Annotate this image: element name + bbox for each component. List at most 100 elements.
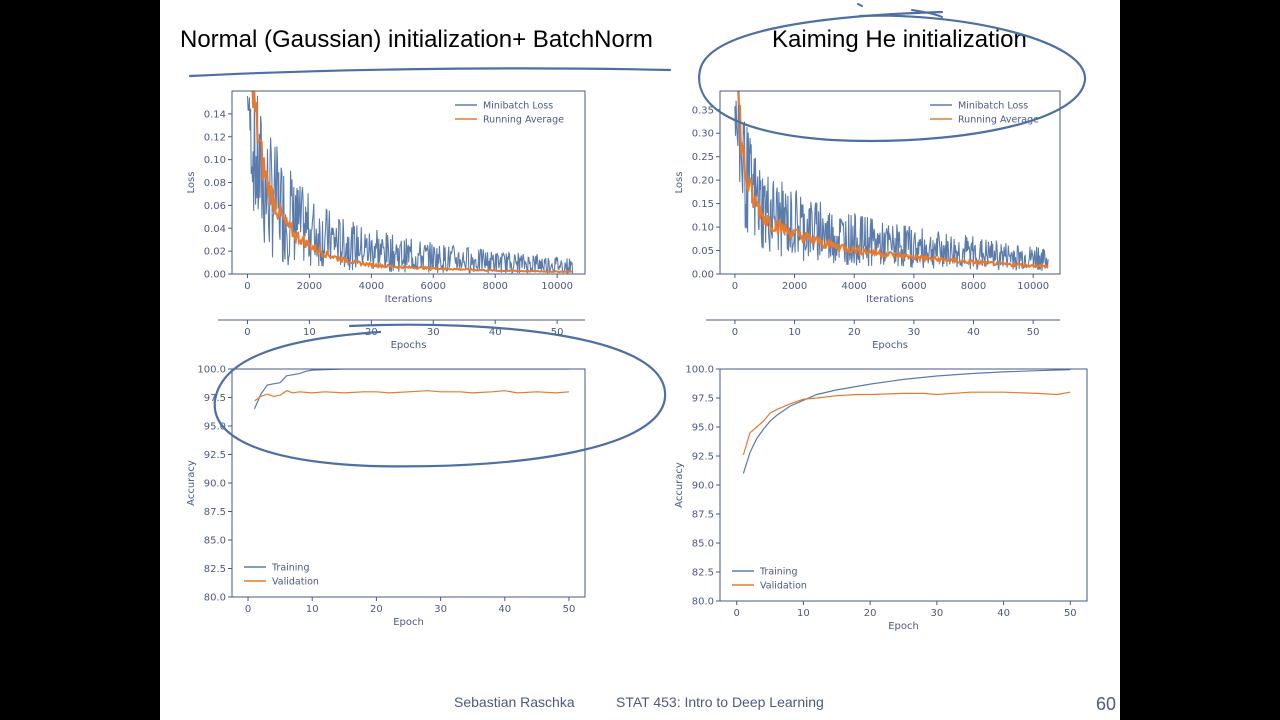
epoch-tick-label: 50 bbox=[1027, 327, 1040, 338]
series-running-average bbox=[251, 91, 574, 274]
y-tick-label: 97.5 bbox=[692, 394, 714, 405]
slide: Normal (Gaussian) initialization+ BatchN… bbox=[160, 0, 1120, 720]
chart-left-loss: 0 2000 4000 6000 8000 10000 0.00 0.02 0.04 0.06 0.… bbox=[186, 90, 586, 351]
charts-layer: 0 2000 4000 6000 8000 100000.000.020.040.060.… bbox=[186, 90, 1088, 632]
x-tick-label: 4000 bbox=[841, 281, 866, 292]
y-tick-label: 0.15 bbox=[692, 199, 714, 210]
legend-label: Training bbox=[759, 567, 798, 578]
y-tick-label: 92.5 bbox=[692, 452, 714, 463]
footer-course: STAT 453: Intro to Deep Learning bbox=[616, 694, 824, 710]
x-tick-label: 10000 bbox=[1017, 281, 1049, 292]
y-tick-label: 80.0 bbox=[204, 593, 226, 604]
epoch-tick-label: 30 bbox=[907, 327, 920, 338]
epoch-tick-label: 20 bbox=[848, 327, 861, 338]
pen-annotations bbox=[188, 3, 1087, 468]
x-axis-label: Epoch bbox=[888, 621, 919, 632]
chart-right-loss: 0 2000 4000 6000 8000 10000 0.00 0.05 0.10 0.15 0.… bbox=[674, 90, 1061, 351]
annotation-stroke-top bbox=[857, 3, 943, 18]
x-axis-label: Epoch bbox=[393, 617, 424, 628]
epoch-tick-label: 30 bbox=[427, 327, 440, 338]
y-tick-label: 90.0 bbox=[204, 479, 226, 490]
legend-label: Validation bbox=[760, 581, 807, 592]
legend-label: Training bbox=[271, 563, 310, 574]
y-axis-label: Accuracy bbox=[674, 462, 685, 508]
y-axis-label: Loss bbox=[186, 172, 197, 194]
y-tick-label: 92.5 bbox=[204, 450, 226, 461]
y-tick-label: 0.14 bbox=[204, 109, 226, 120]
x-tick-label: 0 bbox=[732, 281, 738, 292]
page-number: 60 bbox=[1096, 694, 1117, 714]
legend-label: Validation bbox=[272, 577, 319, 588]
x-tick-label: 50 bbox=[1064, 608, 1077, 619]
y-tick-label: 0.20 bbox=[692, 176, 714, 187]
y-axis-label: Accuracy bbox=[186, 460, 197, 506]
y-tick-label: 100.0 bbox=[685, 365, 714, 376]
x-tick-label: 2000 bbox=[782, 281, 807, 292]
y-tick-label: 80.0 bbox=[692, 597, 714, 608]
y-tick-label: 0.12 bbox=[204, 132, 226, 143]
series-validation bbox=[254, 390, 570, 402]
x-tick-label: 8000 bbox=[482, 281, 507, 292]
y-tick-label: 0.06 bbox=[204, 201, 226, 212]
x-tick-label: 20 bbox=[370, 604, 383, 615]
y-tick-label: 82.5 bbox=[692, 568, 714, 579]
annotation-underline bbox=[188, 67, 672, 78]
plot-area bbox=[246, 91, 574, 274]
x-tick-label: 30 bbox=[434, 604, 447, 615]
x-tick-label: 0 bbox=[733, 608, 739, 619]
plot-frame bbox=[719, 90, 1061, 275]
y-tick-label: 82.5 bbox=[204, 564, 226, 575]
y-tick-label: 0.04 bbox=[204, 224, 226, 235]
right-title: Kaiming He initialization bbox=[772, 26, 1027, 53]
series-minibatch-loss bbox=[734, 91, 1049, 271]
plot-area bbox=[742, 369, 1071, 474]
series-running-average bbox=[737, 91, 1049, 270]
x-tick-label: 20 bbox=[864, 608, 877, 619]
y-tick-label: 85.0 bbox=[692, 539, 714, 550]
epoch-tick-label: 40 bbox=[967, 327, 980, 338]
annotation-ellipse-left-accuracy bbox=[213, 323, 667, 468]
y-tick-label: 0.00 bbox=[692, 270, 714, 281]
x-tick-label: 6000 bbox=[901, 281, 926, 292]
chart-right-acc: 0 10 20 30 40 50 80.0 82.5 85.0 87.5 90.0 92.5 95.0 9… bbox=[674, 365, 1088, 632]
epoch-axis-label: Epochs bbox=[872, 340, 908, 351]
y-tick-label: 100.0 bbox=[197, 365, 226, 376]
epoch-tick-label: 10 bbox=[303, 327, 316, 338]
x-tick-label: 2000 bbox=[297, 281, 322, 292]
legend-label: Minibatch Loss bbox=[958, 101, 1028, 112]
annotation-ellipse-right-title bbox=[698, 10, 1087, 143]
x-tick-label: 10000 bbox=[541, 281, 573, 292]
x-tick-label: 10 bbox=[797, 608, 810, 619]
x-tick-label: 30 bbox=[930, 608, 943, 619]
y-tick-label: 0.35 bbox=[692, 105, 714, 116]
series-training bbox=[253, 369, 569, 410]
x-tick-label: 0 bbox=[244, 281, 250, 292]
plot-area bbox=[253, 369, 570, 410]
x-tick-label: 6000 bbox=[421, 281, 446, 292]
x-axis-label: Iterations bbox=[385, 294, 433, 305]
series-minibatch-loss bbox=[246, 94, 574, 274]
legend-label: Running Average bbox=[958, 115, 1039, 126]
y-tick-label: 0.08 bbox=[204, 178, 226, 189]
x-tick-label: 4000 bbox=[359, 281, 384, 292]
epoch-axis-label: Epochs bbox=[391, 340, 427, 351]
x-tick-label: 10 bbox=[306, 604, 319, 615]
y-tick-label: 95.0 bbox=[692, 423, 714, 434]
epoch-tick-label: 0 bbox=[244, 327, 250, 338]
y-tick-label: 90.0 bbox=[692, 481, 714, 492]
y-axis-label: Loss bbox=[674, 172, 685, 194]
y-tick-label: 0.02 bbox=[204, 247, 226, 258]
series-training bbox=[742, 369, 1071, 474]
y-tick-label: 0.10 bbox=[204, 155, 226, 166]
epoch-tick-label: 40 bbox=[489, 327, 502, 338]
x-tick-label: 8000 bbox=[961, 281, 986, 292]
y-tick-label: 87.5 bbox=[204, 507, 226, 518]
epoch-tick-label: 50 bbox=[551, 327, 564, 338]
x-tick-label: 50 bbox=[563, 604, 576, 615]
chart-left-acc: 0 10 20 30 40 5080.082.585.087.590.092.595.09… bbox=[186, 365, 586, 628]
legend-label: Running Average bbox=[483, 115, 564, 126]
y-tick-label: 0.00 bbox=[204, 270, 226, 281]
left-title: Normal (Gaussian) initialization+ BatchN… bbox=[180, 26, 653, 53]
epoch-tick-label: 10 bbox=[788, 327, 801, 338]
x-tick-label: 40 bbox=[997, 608, 1010, 619]
